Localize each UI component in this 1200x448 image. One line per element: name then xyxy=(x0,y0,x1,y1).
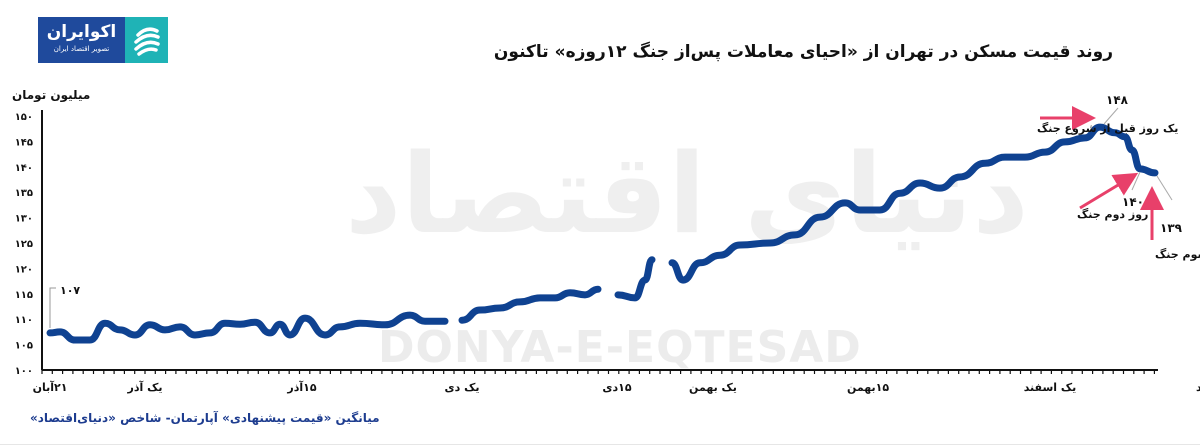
y-tick-label: ۱۲۵ xyxy=(15,239,33,250)
x-tick-label: یک آذر xyxy=(127,380,163,394)
leader-line xyxy=(49,287,56,328)
price-line-segment xyxy=(458,285,602,324)
y-tick-label: ۱۴۵ xyxy=(15,137,33,148)
annotation-label: یک روز قبل از شروع جنگ xyxy=(1037,121,1178,135)
y-tick-label: ۱۱۵ xyxy=(15,290,33,301)
ecoiran-logo: اکوایران تصویر اقتصاد ایران xyxy=(38,17,168,63)
watermark-persian: دنیای اقتصاد xyxy=(345,130,1029,258)
logo-tagline: تصویر اقتصاد ایران xyxy=(53,45,110,53)
y-tick-label: ۱۴۰ xyxy=(15,163,33,174)
x-tick-label: یک اسفند xyxy=(1024,381,1077,394)
logo-text-block: اکوایران تصویر اقتصاد ایران xyxy=(38,17,125,63)
x-tick-label: ۱۵بهمن xyxy=(847,381,889,394)
x-tick-label: یک دی xyxy=(445,381,480,394)
price-line-segment xyxy=(668,123,1159,284)
leader-line xyxy=(1103,107,1119,125)
x-tick-label: ۱۵دی xyxy=(602,381,631,394)
annotation-arrow-icon xyxy=(1079,172,1139,210)
y-axis-label: میلیون تومان xyxy=(12,88,91,102)
watermark-latin: DONYA-E-EQTESAD xyxy=(378,322,862,373)
annotation-label: روز دوم جنگ xyxy=(1077,207,1148,221)
x-tick-label: ۱۵آذر xyxy=(286,380,316,394)
logo-name: اکوایران xyxy=(46,22,117,42)
y-tick-label: ۱۳۵ xyxy=(15,188,33,199)
annotation-value: ۱۰۷ xyxy=(60,284,80,297)
source-note: میانگین «قیمت پیشنهادی» آپارتمان- شاخص «… xyxy=(30,411,380,425)
annotation-value: ۱۴۰ xyxy=(1122,195,1144,209)
annotation-value: ۱۳۹ xyxy=(1160,221,1183,235)
bottom-divider xyxy=(0,444,1200,445)
annotation-label: روز سوم جنگ xyxy=(1155,247,1200,261)
y-tick-label: ۱۵۰ xyxy=(15,112,33,123)
price-line-segment xyxy=(46,311,449,344)
y-tick-label: ۱۰۰ xyxy=(15,366,33,377)
y-tick-label: ۱۳۰ xyxy=(15,214,33,225)
leader-line xyxy=(1131,171,1141,191)
y-tick-label: ۱۲۰ xyxy=(15,264,33,275)
chart-title: روند قیمت مسکن در تهران از «احیای معاملا… xyxy=(493,42,1113,62)
x-tick-label: ۲۱آبان xyxy=(33,380,68,394)
annotation-value: ۱۴۸ xyxy=(1106,93,1129,107)
y-tick-label: ۱۰۵ xyxy=(15,341,33,352)
x-tick-label: یازده اسفند xyxy=(1196,381,1200,394)
y-tick-label: ۱۱۰ xyxy=(15,315,33,326)
leader-line xyxy=(1156,175,1173,201)
price-line-segment xyxy=(614,256,656,302)
x-tick-label: یک بهمن xyxy=(689,381,737,394)
logo-mark-icon xyxy=(125,17,168,63)
